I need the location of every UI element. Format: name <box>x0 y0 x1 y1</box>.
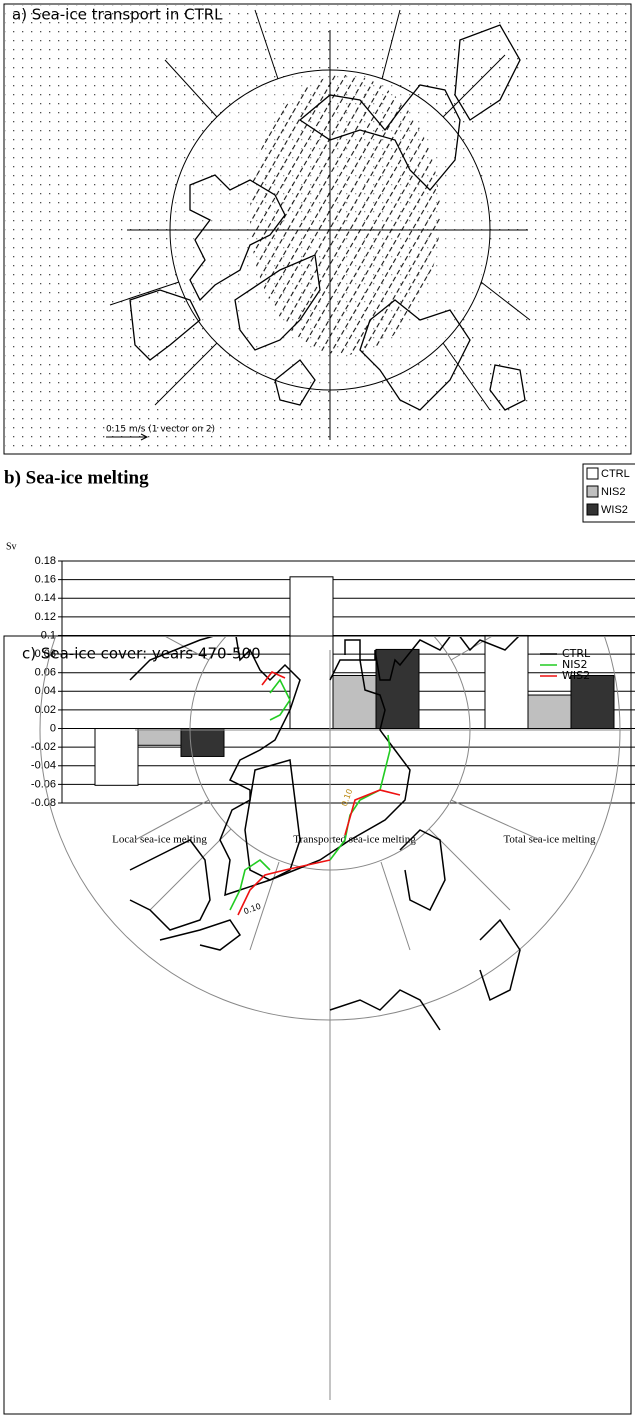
contour-label: 0.10 <box>340 788 355 808</box>
panel-c: 0.10 0.10 c) Sea-ice cover: years 470-50… <box>3 635 632 1415</box>
legend-swatch <box>586 485 599 498</box>
ice-edge-ctrl <box>129 637 521 1031</box>
vector-field <box>250 75 440 355</box>
y-tick-label: 0.12 <box>35 611 56 623</box>
y-tick-label: -0.06 <box>31 778 56 790</box>
legend-label: CTRL <box>601 468 630 480</box>
grid-lines <box>134 637 630 1400</box>
y-tick-label: 0.04 <box>35 685 56 697</box>
legend-swatch <box>586 503 599 516</box>
ice-edge-nis2 <box>229 678 391 911</box>
y-tick-label: -0.04 <box>31 760 56 772</box>
ice-edge-wis2 <box>237 671 401 916</box>
legend-label: CTRL <box>562 647 591 660</box>
contour-label: 0.10 <box>242 902 262 917</box>
map-a <box>5 5 631 453</box>
y-tick-label: -0.02 <box>31 741 56 753</box>
y-tick-label: 0.18 <box>35 555 56 567</box>
bar <box>332 674 377 730</box>
y-tick-label: 0.14 <box>35 592 56 604</box>
y-tick-label: 0.16 <box>35 574 56 586</box>
bar <box>527 694 572 730</box>
legend-label: WIS2 <box>562 669 590 682</box>
y-axis-label: Sv <box>6 541 17 552</box>
legend-label: WIS2 <box>601 504 628 516</box>
bar <box>94 728 139 786</box>
y-tick-label: -0.08 <box>31 797 56 809</box>
panel-b: b) Sea-ice melting Sv -0.08 -0.06 -0.04 -0.… <box>4 463 635 846</box>
map-c: 0.10 0.10 <box>39 637 630 1400</box>
bar <box>375 648 420 730</box>
legend-label: NIS2 <box>562 658 587 671</box>
x-tick-label: Transported sea-ice melting <box>293 834 416 846</box>
panel-title: c) Sea-ice cover: years 470-500 <box>22 645 261 663</box>
y-tick-label: 0.02 <box>35 704 56 716</box>
bar <box>180 728 225 757</box>
coastline <box>129 24 526 411</box>
bar <box>137 728 182 746</box>
legend-swatch <box>586 467 599 480</box>
bar <box>289 576 334 730</box>
panel-frame <box>3 635 632 1415</box>
bar <box>484 634 529 730</box>
legend-label: NIS2 <box>601 486 625 498</box>
panel-a: a) Sea-ice transport in CTRL 0.15 m/s (1… <box>3 3 632 455</box>
scale-arrow-head <box>140 433 149 441</box>
bar <box>570 674 615 730</box>
y-tick-label: 0 <box>50 722 56 734</box>
scale-label: 0.15 m/s (1 vector on 2) <box>106 425 215 435</box>
panel-title: a) Sea-ice transport in CTRL <box>12 6 223 24</box>
chart-title: b) Sea-ice melting <box>4 467 149 488</box>
y-tick-label: 0.1 <box>41 629 56 641</box>
x-tick-label: Total sea-ice melting <box>503 834 596 846</box>
